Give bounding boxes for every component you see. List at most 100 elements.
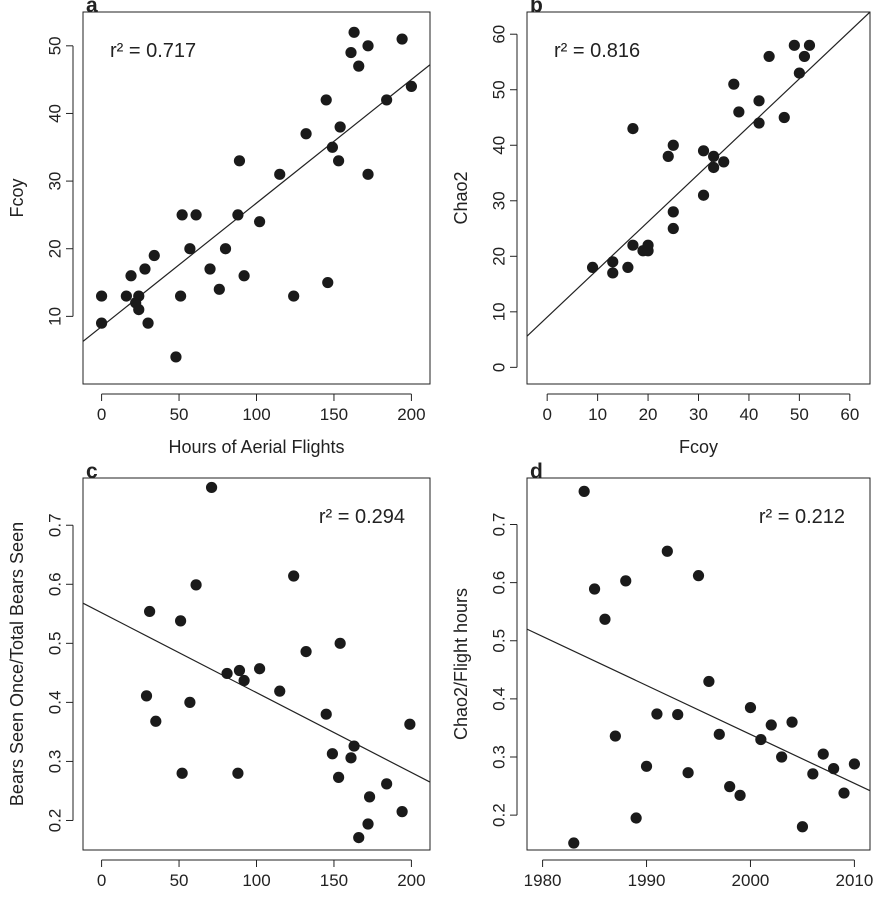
data-point (724, 781, 736, 793)
data-point (588, 583, 601, 595)
y-tick-label: 50 (46, 36, 65, 55)
data-point (334, 637, 346, 649)
x-tick-label: 0 (97, 405, 106, 424)
data-point (640, 760, 653, 772)
data-point (405, 80, 418, 92)
x-tick-label: 50 (170, 871, 189, 890)
y-tick-label: 60 (490, 25, 509, 44)
data-point (599, 613, 611, 625)
data-point (396, 33, 408, 45)
y-tick-label: 0.6 (46, 572, 65, 596)
y-axis-label: Chao2 (451, 171, 471, 224)
data-point (348, 26, 360, 38)
data-point (753, 117, 765, 129)
panel-letter: d (530, 460, 543, 483)
data-point (205, 481, 218, 494)
data-point (176, 767, 188, 779)
x-tick-label: 30 (689, 405, 708, 424)
data-point (334, 121, 346, 133)
x-tick-label: 2000 (732, 871, 770, 890)
data-point (703, 675, 715, 688)
data-point (125, 270, 137, 282)
data-point (755, 733, 767, 746)
data-point (320, 94, 332, 106)
data-point (765, 719, 777, 731)
x-tick-label: 40 (739, 405, 758, 424)
y-tick-label: 0.5 (46, 632, 65, 656)
y-tick-label: 0.4 (490, 687, 509, 711)
data-point (697, 189, 710, 201)
data-point (586, 261, 599, 274)
data-point (326, 748, 339, 760)
data-point (362, 168, 374, 180)
data-point (381, 94, 393, 106)
x-tick-label: 150 (320, 405, 348, 424)
x-tick-label: 2010 (835, 871, 873, 890)
data-point (796, 821, 809, 833)
data-point (204, 263, 216, 275)
data-point (232, 209, 244, 221)
data-point (139, 263, 151, 275)
x-tick-label: 10 (588, 405, 607, 424)
data-point (728, 78, 740, 90)
y-tick-label: 20 (46, 239, 65, 258)
data-point (253, 216, 266, 228)
data-point (120, 290, 132, 302)
data-point (190, 579, 202, 591)
data-point (627, 239, 639, 251)
x-tick-label: 100 (242, 405, 270, 424)
data-point (776, 751, 788, 763)
data-point (763, 50, 775, 63)
panel-letter: b (530, 0, 543, 17)
data-point (288, 570, 300, 582)
x-axis-label: Sampling Effort (Hrs) (173, 903, 341, 905)
panel-letter: a (86, 0, 98, 17)
regression-line (527, 12, 870, 337)
data-point (793, 67, 805, 79)
data-point (362, 40, 374, 52)
data-point (381, 778, 393, 790)
x-tick-label: 60 (840, 405, 859, 424)
y-tick-label: 0.3 (46, 750, 65, 774)
y-tick-label: 30 (490, 191, 509, 210)
data-point (176, 209, 188, 221)
data-point (300, 128, 312, 140)
data-point (345, 752, 357, 764)
data-point (744, 701, 757, 714)
data-point (667, 139, 679, 151)
x-axis-label: Fcoy (679, 437, 718, 457)
y-tick-label: 20 (490, 247, 509, 266)
panel-letter: c (86, 460, 98, 483)
regression-line (83, 602, 430, 783)
data-point (288, 290, 300, 302)
x-tick-label: 0 (97, 871, 106, 890)
y-tick-label: 0.5 (490, 629, 509, 653)
data-point (221, 667, 233, 680)
y-tick-label: 40 (46, 104, 65, 123)
data-point (274, 685, 286, 697)
data-point (708, 161, 720, 174)
data-point (807, 768, 819, 780)
data-point (803, 39, 816, 51)
data-point (672, 708, 684, 721)
x-tick-label: 1980 (524, 871, 562, 890)
data-point (233, 664, 246, 677)
data-point (274, 168, 286, 180)
x-axis-label: Year (680, 903, 716, 905)
panel-b: 0 10 20 30 40 50 60 Fcoy 0 10 20 30 40 50 60 Chao2 b r² =… (451, 0, 871, 457)
data-point (300, 646, 312, 658)
data-point (607, 267, 619, 279)
data-point (238, 270, 250, 282)
y-tick-label: 10 (46, 307, 65, 326)
data-point (333, 771, 345, 783)
data-point (170, 351, 182, 363)
y-tick-label: 0.3 (490, 745, 509, 769)
data-point (232, 767, 244, 779)
data-point (219, 243, 232, 255)
x-tick-label: 1990 (628, 871, 666, 890)
data-point (320, 708, 332, 720)
panel-d: 1980 1990 2000 2010 Year 0.2 0.3 0.4 0.5 0.6 0.7 Ch… (451, 460, 873, 905)
y-tick-label: 0.2 (490, 803, 509, 827)
y-tick-label: 0 (490, 363, 509, 372)
